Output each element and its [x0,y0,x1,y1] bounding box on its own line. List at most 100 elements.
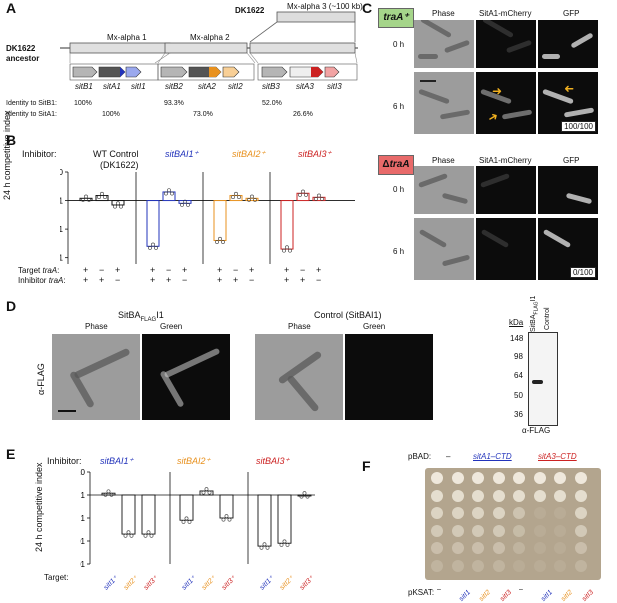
f-plate [425,468,601,580]
b-inhib-sign: + [300,275,306,285]
panel-c-label: C [362,0,373,16]
b-point [317,193,321,198]
gene-sitB1: sitB1 [75,82,93,91]
plate-spot [513,507,525,519]
f-pksat-item: – [437,586,441,593]
panelE-chart: 10 1 0.1 0.01 <0.001 [80,468,315,568]
plate-spot [451,489,464,502]
e-bar [179,494,194,521]
plate-spot [554,489,566,502]
b-point [116,201,120,206]
f-sita1-ctd: sitA1–CTD [473,452,512,461]
plate-spot [513,524,525,537]
b-point [103,195,107,200]
plate-spot [554,524,566,537]
b-point [186,203,190,207]
b-target-sign: + [182,265,188,275]
b-bar [111,200,125,206]
e-point [265,545,270,550]
e-point [109,492,114,497]
plate-spot [574,489,587,502]
panelE-target-label: Target: [44,573,69,582]
e-target-label: sitI1⁺ [258,575,276,592]
panelB-ylabel: 24 h competitive index [2,110,12,200]
plate-spot [492,472,505,484]
gene-sitA1: sitA1 [103,82,121,91]
c-pos-count: 100/100 [561,121,596,132]
c-pos-6h-phase [414,72,474,134]
c-pos-0h-gfp [538,20,598,68]
b-point [253,197,257,202]
panelA-diagram [60,11,358,81]
plate-spot [492,489,505,502]
c2-col-mcherry: SitA1-mCherry [479,156,532,165]
b-point [100,191,104,196]
b-target-sign: + [316,265,322,275]
b-y-ticklabel: 10 [60,168,64,177]
b-point [87,197,91,202]
e-point [103,492,108,497]
gene-sitI3: sitI3 [327,82,342,91]
e-y-ticklabel: <0.001 [80,560,86,568]
f-sita3-ctd: sitA3–CTD [538,452,577,461]
b-y-ticklabel: 1 [60,197,64,206]
scale-bar [420,80,436,82]
plate-spot [492,542,505,554]
panel-e-label: E [6,446,16,462]
plate-spot [472,524,484,537]
c-neg-0h-mcherry [476,166,536,214]
plate-spot [492,507,505,519]
b-point [170,191,174,196]
panelB-group-wt: WT Control [93,149,139,159]
c-row-6h: 6 h [393,102,405,111]
e-bar [277,494,292,544]
b-point [285,245,289,250]
c-col-phase: Phase [432,9,455,18]
arrow-icon: ➜ [564,82,575,96]
e-target-label: sitI2⁺ [122,575,140,592]
plate-spot [472,507,484,519]
b-target-sign: + [115,265,121,275]
b-point [180,203,184,207]
b-point [231,195,235,200]
plate-spot [431,542,443,554]
blot-label: α-FLAG [522,426,551,435]
identity-a1-2: 73.0% [193,111,213,118]
c2-col-phase: Phase [432,156,455,165]
d-right-phase [255,334,343,420]
b-point [154,245,158,250]
e-target-label: sitI1⁺ [180,575,198,592]
b-inhib-sign: + [166,275,172,285]
f-pksat-item: – [519,586,523,593]
e-point [224,514,229,519]
panelB-group-wt-sub: (DK1622) [100,160,139,170]
plate-spot [451,472,464,484]
panelE-inhibitor-label: Inhibitor: [47,456,82,466]
e-target-label: sitI3⁺ [220,575,238,592]
b-target-sign: + [249,265,255,275]
plate-spot [431,507,443,519]
identity-b1-3: 52.0% [262,100,282,107]
plate-spot [472,489,484,502]
plate-spot [431,524,443,537]
plate-spot [574,472,587,484]
plate-spot [574,524,587,537]
plate-spot [451,507,464,519]
b-inhib-sign: + [99,275,105,285]
blot-marker-36: 36 [514,410,523,419]
b-inhib-sign: − [182,275,188,285]
blot-marker-50: 50 [514,391,523,400]
e-point [126,530,131,535]
blot-band [532,380,543,384]
panelB-inhibitor-label: Inhibitor: [22,149,57,159]
plate-spot [472,559,484,572]
panelB-group-1: sitBAI1⁺ [165,149,199,159]
identity-b1-2: 93.3% [164,100,184,107]
b-inhib-sign: − [316,275,322,285]
e-point [149,533,154,538]
blot-marker-98: 98 [514,352,523,361]
e-point [227,517,232,522]
f-pbad-label: pBAD: [408,452,432,461]
identity-b1-label: Identity to SitB1: [6,100,57,107]
b-point [97,195,101,200]
